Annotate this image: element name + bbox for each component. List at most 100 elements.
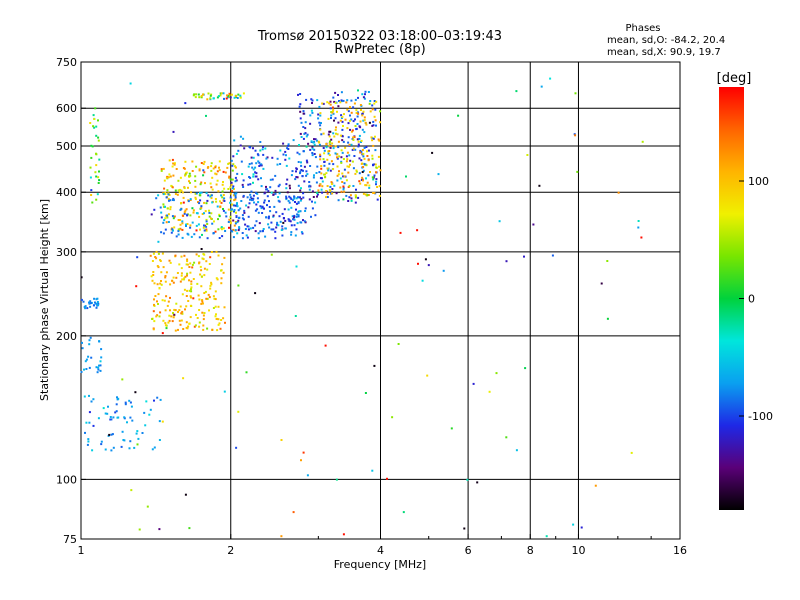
- data-point: [354, 201, 357, 204]
- data-point: [257, 178, 260, 181]
- data-point: [194, 192, 197, 195]
- data-point: [329, 169, 332, 172]
- data-point: [262, 153, 265, 156]
- data-point: [355, 169, 358, 172]
- data-point: [360, 151, 363, 153]
- data-point: [257, 160, 260, 163]
- data-point: [195, 253, 198, 256]
- data-point: [181, 310, 184, 313]
- data-point: [230, 159, 233, 162]
- data-point: [323, 161, 326, 163]
- data-point: [97, 366, 100, 369]
- data-point: [276, 221, 279, 224]
- data-point: [371, 176, 374, 179]
- data-point: [97, 136, 100, 139]
- data-point: [352, 106, 355, 109]
- data-point: [204, 182, 206, 185]
- data-point: [295, 208, 297, 211]
- data-point: [234, 176, 237, 179]
- data-point: [89, 166, 92, 169]
- data-point: [329, 185, 332, 188]
- data-point: [177, 179, 180, 182]
- data-point: [300, 121, 303, 124]
- data-point: [128, 399, 131, 402]
- data-point: [92, 125, 95, 128]
- data-point: [353, 102, 356, 105]
- data-point: [206, 268, 209, 271]
- data-point: [476, 481, 479, 484]
- data-point: [232, 219, 235, 222]
- data-point: [299, 117, 302, 120]
- data-point: [282, 153, 285, 156]
- data-point: [91, 145, 94, 148]
- data-point: [354, 98, 357, 101]
- data-point: [549, 77, 552, 80]
- data-point: [223, 197, 226, 200]
- data-point: [354, 194, 357, 197]
- data-point: [295, 265, 298, 268]
- data-point: [229, 218, 232, 221]
- data-point: [98, 158, 101, 161]
- data-point: [84, 360, 87, 363]
- data-point: [187, 300, 190, 302]
- data-point: [306, 173, 309, 176]
- data-point: [231, 190, 234, 193]
- data-point: [327, 169, 330, 172]
- data-point: [328, 154, 331, 157]
- data-point: [319, 124, 322, 127]
- data-point: [252, 181, 254, 184]
- data-point: [348, 119, 351, 122]
- data-point: [184, 308, 186, 311]
- data-point: [374, 135, 376, 138]
- data-point: [233, 139, 236, 142]
- data-point: [233, 96, 236, 99]
- data-point: [242, 218, 245, 221]
- data-point: [188, 172, 191, 175]
- data-point: [373, 364, 376, 367]
- data-point: [188, 279, 190, 282]
- data-point: [172, 281, 175, 284]
- data-point: [321, 102, 324, 105]
- data-point: [310, 215, 312, 218]
- data-point: [194, 196, 197, 199]
- data-point: [250, 162, 253, 165]
- data-point: [327, 133, 330, 136]
- data-point: [202, 253, 205, 255]
- data-point: [299, 221, 302, 224]
- data-point: [262, 167, 265, 170]
- data-point: [218, 160, 221, 163]
- data-point: [154, 256, 157, 258]
- data-point: [232, 163, 235, 166]
- data-point: [228, 162, 231, 165]
- data-point: [250, 190, 253, 193]
- data-point: [363, 157, 366, 160]
- data-point: [254, 175, 257, 178]
- data-point: [80, 276, 83, 279]
- data-point: [181, 222, 184, 225]
- data-point: [347, 171, 350, 174]
- data-point: [198, 321, 201, 324]
- data-point: [229, 197, 232, 200]
- data-point: [224, 321, 226, 324]
- data-point: [160, 280, 162, 282]
- data-point: [293, 218, 296, 221]
- data-point: [342, 186, 345, 189]
- data-point: [285, 187, 288, 190]
- data-point: [214, 230, 217, 233]
- data-point: [91, 449, 94, 452]
- data-point: [334, 102, 337, 104]
- data-point: [215, 173, 218, 176]
- data-point: [330, 181, 333, 184]
- data-point: [200, 275, 203, 278]
- data-point: [200, 205, 203, 208]
- data-point: [186, 260, 189, 263]
- data-point: [158, 528, 161, 531]
- data-point: [247, 206, 250, 209]
- data-point: [202, 314, 205, 317]
- data-point: [313, 148, 316, 151]
- data-point: [351, 148, 354, 151]
- data-point: [198, 309, 201, 311]
- data-point: [115, 403, 118, 406]
- data-point: [277, 196, 280, 199]
- data-point: [156, 300, 158, 303]
